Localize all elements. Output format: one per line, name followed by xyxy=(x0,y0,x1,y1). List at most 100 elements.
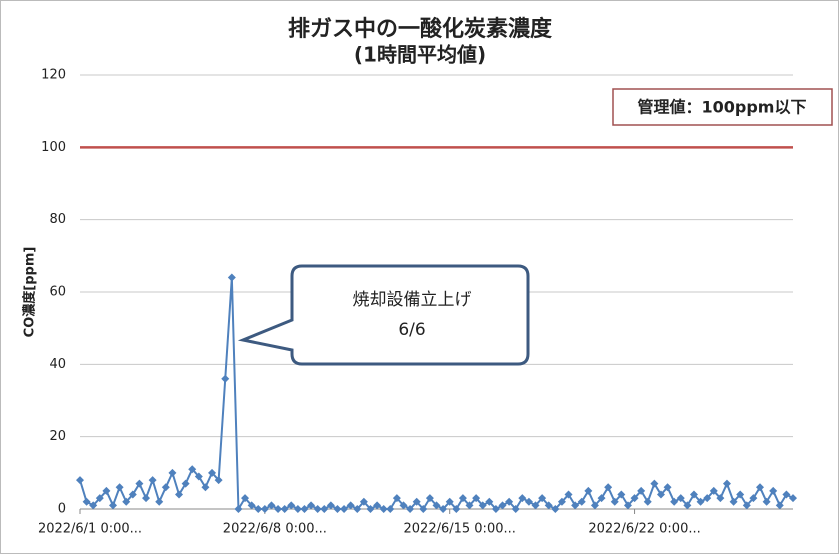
data-point xyxy=(544,501,553,510)
data-point xyxy=(597,494,606,503)
data-point xyxy=(142,494,151,503)
data-point xyxy=(518,494,527,503)
data-point xyxy=(571,501,580,510)
data-point xyxy=(789,494,797,503)
data-point xyxy=(564,490,573,499)
callout-text: 6/6 xyxy=(398,320,425,340)
data-point xyxy=(524,497,533,506)
data-point xyxy=(465,501,474,510)
data-point xyxy=(194,472,203,481)
data-point xyxy=(168,468,177,477)
x-tick-label: 2022/6/22 0:00... xyxy=(588,522,700,537)
data-point xyxy=(102,486,111,495)
data-point xyxy=(340,505,349,513)
data-point xyxy=(181,479,190,488)
data-point xyxy=(234,505,243,513)
data-point xyxy=(300,505,309,513)
data-point xyxy=(201,483,210,492)
data-point xyxy=(366,505,375,513)
data-point xyxy=(307,501,316,510)
data-point xyxy=(254,505,263,513)
data-point xyxy=(227,273,236,282)
data-point xyxy=(775,501,784,510)
y-tick-label: 20 xyxy=(49,429,66,444)
data-point xyxy=(590,501,599,510)
callout xyxy=(237,264,530,366)
y-tick-label: 120 xyxy=(41,68,66,83)
data-point xyxy=(135,479,144,488)
data-point xyxy=(89,501,98,510)
data-point xyxy=(722,479,731,488)
data-point xyxy=(214,476,223,485)
data-point xyxy=(412,497,421,506)
data-point xyxy=(188,465,197,474)
data-point xyxy=(676,494,685,503)
data-point xyxy=(557,497,566,506)
limit-box xyxy=(612,88,833,126)
data-point xyxy=(551,505,560,513)
data-point xyxy=(333,505,342,513)
chart-subtitle: (1時間平均値) xyxy=(354,43,486,67)
data-point xyxy=(76,476,84,485)
data-point xyxy=(498,501,507,510)
data-point xyxy=(419,505,428,513)
data-point xyxy=(716,494,725,503)
data-point xyxy=(762,497,771,506)
data-point xyxy=(458,494,467,503)
data-point xyxy=(175,490,184,499)
y-tick-label: 60 xyxy=(49,285,66,300)
data-point xyxy=(630,494,639,503)
data-point xyxy=(274,505,283,513)
data-point xyxy=(320,505,329,513)
data-point xyxy=(478,501,487,510)
data-point xyxy=(749,494,758,503)
x-tick-label: 2022/6/1 0:00... xyxy=(38,522,142,537)
data-point xyxy=(82,497,91,506)
data-point xyxy=(115,483,124,492)
data-point xyxy=(439,505,448,513)
data-point xyxy=(313,505,322,513)
data-point xyxy=(280,505,289,513)
data-point xyxy=(755,483,764,492)
data-point xyxy=(155,497,164,506)
data-point xyxy=(425,494,434,503)
data-point xyxy=(260,505,269,513)
data-point xyxy=(95,494,104,503)
limit-label: 管理値：100ppm以下 xyxy=(638,98,807,117)
x-tick-label: 2022/6/15 0:00... xyxy=(404,522,516,537)
data-point xyxy=(241,494,250,503)
data-point xyxy=(326,501,335,510)
callout-text: 焼却設備立上げ xyxy=(353,290,472,310)
data-point xyxy=(584,486,593,495)
data-point xyxy=(729,497,738,506)
data-point xyxy=(406,505,415,513)
data-point xyxy=(736,490,745,499)
data-point xyxy=(663,483,672,492)
data-point xyxy=(128,490,137,499)
data-point xyxy=(359,497,368,506)
data-point xyxy=(221,374,230,383)
data-point xyxy=(247,501,256,510)
data-point xyxy=(505,497,514,506)
data-point xyxy=(122,497,131,506)
data-point xyxy=(109,501,118,510)
data-point xyxy=(670,497,679,506)
data-point xyxy=(610,497,619,506)
y-tick-label: 0 xyxy=(58,502,66,517)
data-point xyxy=(650,479,659,488)
data-point xyxy=(703,494,712,503)
data-point xyxy=(623,501,632,510)
x-tick-label: 2022/6/8 0:00... xyxy=(223,522,327,537)
y-axis-label: CO濃度[ppm] xyxy=(22,247,38,338)
data-point xyxy=(604,483,613,492)
data-point xyxy=(399,501,408,510)
y-tick-label: 40 xyxy=(49,357,66,372)
data-point xyxy=(392,494,401,503)
data-point xyxy=(782,490,791,499)
data-point xyxy=(161,483,170,492)
data-point xyxy=(709,486,718,495)
data-point xyxy=(445,497,454,506)
data-point xyxy=(148,476,157,485)
data-point xyxy=(491,505,500,513)
